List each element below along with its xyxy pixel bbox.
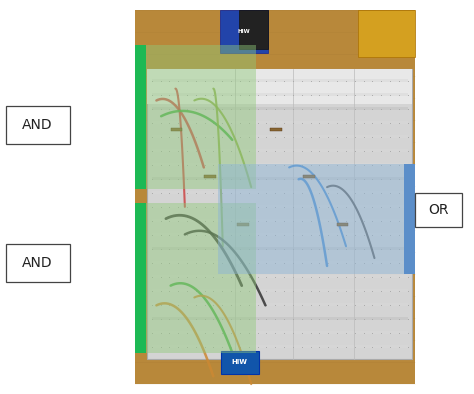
Bar [152,191,408,194]
Bar [152,331,408,334]
Bar [270,128,282,131]
Bar [135,45,146,189]
Bar [6,244,70,282]
Bar [152,79,408,82]
Bar [135,45,256,189]
Bar [152,289,408,292]
Bar [239,10,268,49]
Bar [204,175,216,178]
Bar [303,175,315,178]
Bar [152,135,408,138]
Bar [135,203,146,353]
Bar [415,193,462,227]
Bar [218,164,415,274]
Bar [152,149,408,152]
Bar [152,275,408,278]
Bar [152,247,408,250]
Bar [152,317,408,320]
Bar [404,164,415,274]
Bar [152,261,408,264]
Bar [152,219,408,222]
Text: HIW: HIW [238,29,250,34]
Bar [152,121,408,125]
Bar [152,93,408,97]
Bar [152,163,408,166]
Bar [152,233,408,236]
Text: OR: OR [428,203,449,217]
Bar [152,205,408,208]
Bar [6,106,70,144]
Bar [171,128,182,131]
Bar [152,345,408,348]
Bar [220,10,268,53]
Bar [152,107,408,110]
Bar [152,303,408,306]
Bar [337,223,348,226]
Bar [147,69,412,359]
Bar [237,223,249,226]
Text: HIW: HIW [232,359,248,366]
Bar [358,10,415,57]
Bar [135,10,415,384]
Text: AND: AND [22,118,53,132]
Text: AND: AND [22,256,53,270]
Bar [135,203,256,353]
Bar [221,351,259,374]
Bar [152,177,408,180]
Bar [147,69,412,104]
